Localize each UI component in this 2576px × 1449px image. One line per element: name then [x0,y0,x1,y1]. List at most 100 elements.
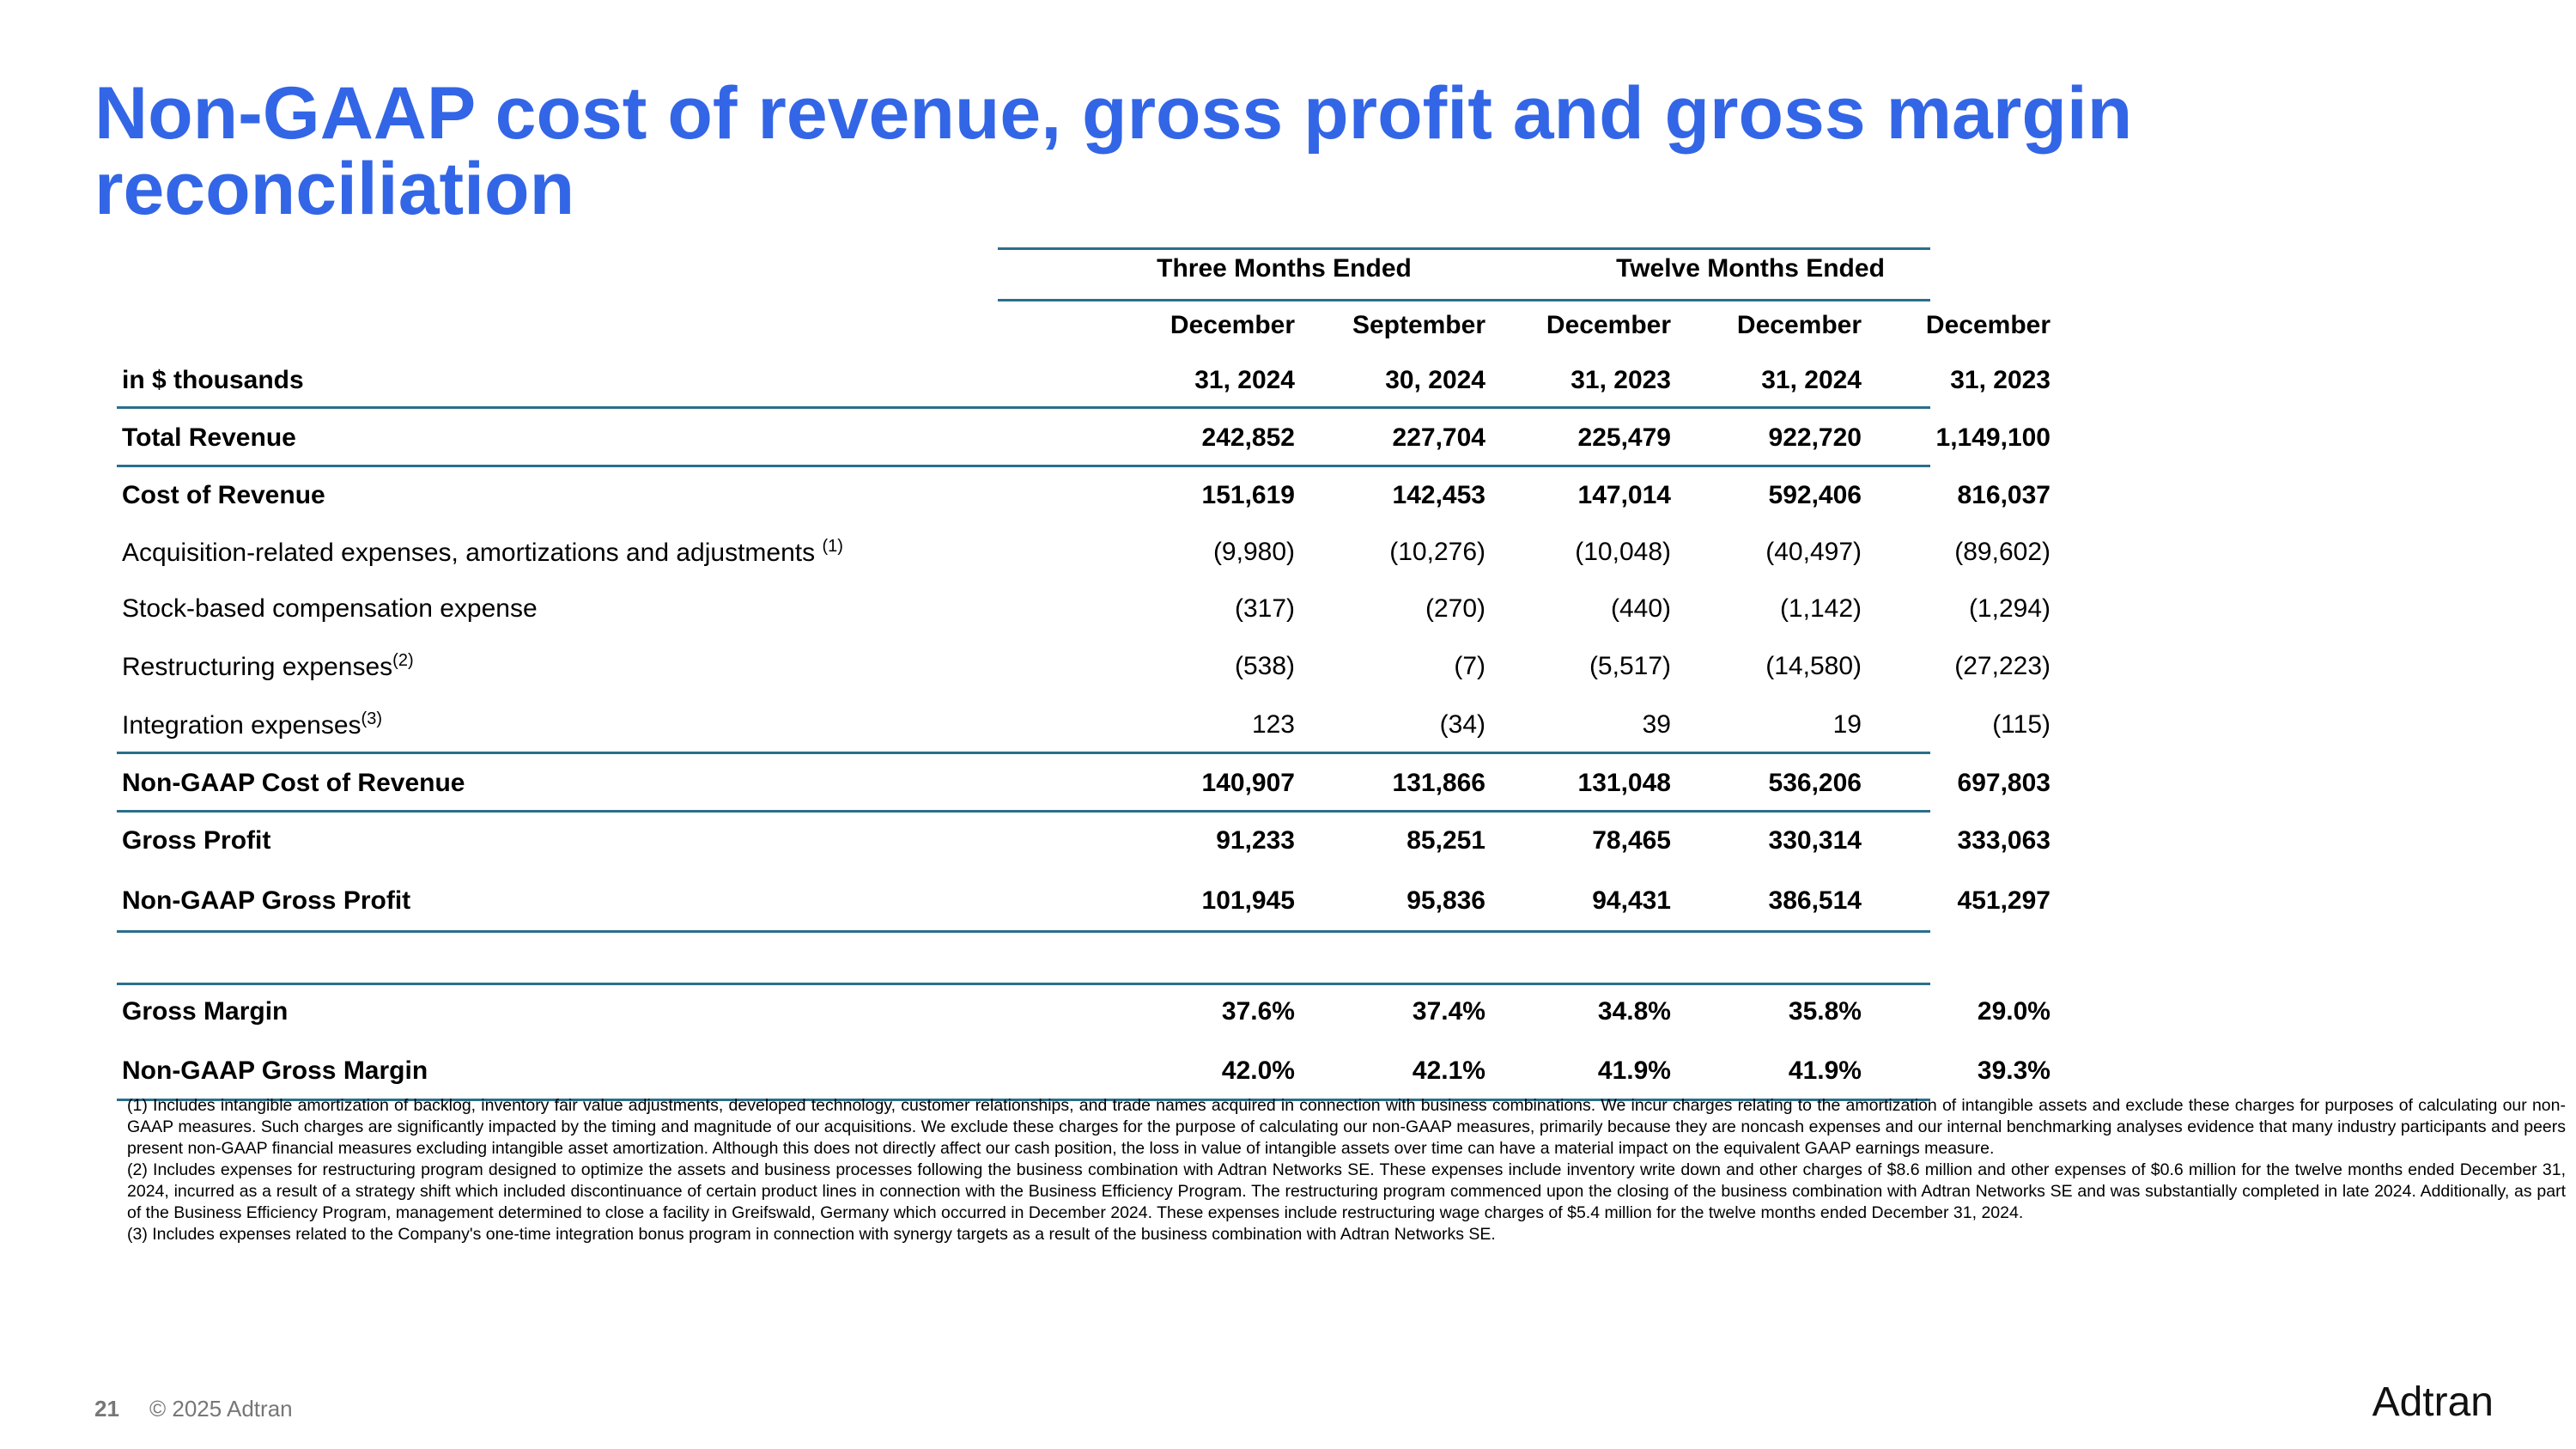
cell: 95,836 [1406,886,1485,915]
cell: 151,619 [1201,481,1295,509]
cell: 142,453 [1392,481,1485,509]
group-header-three-months: Three Months Ended [998,247,1571,300]
column-header-row-2: in $ thousands 31, 2024 30, 2024 31, 202… [117,352,2050,409]
footnote-ref: (2) [392,651,414,670]
cell: 147,014 [1577,481,1671,509]
cell: 592,406 [1768,481,1862,509]
page-number: 21 [94,1396,119,1422]
cell: (89,602) [1954,538,2050,566]
cell: 94,431 [1592,886,1671,915]
col-header-month: December [1546,311,1671,339]
row-label: Stock-based compensation expense [122,594,538,623]
row-label: Non-GAAP Gross Margin [122,1056,428,1085]
cell: (9,980) [1212,538,1295,566]
group-header-row: Three Months Ended Twelve Months Ended [117,247,1930,301]
col-header-month: September [1352,311,1485,339]
cell: 29.0% [1977,997,2050,1026]
table-row-non-gaap-gross-margin: Non-GAAP Gross Margin 42.0% 42.1% 41.9% … [117,1041,2050,1101]
row-label: Non-GAAP Gross Profit [122,886,411,915]
column-header-row-1: December September December December Dec… [117,299,2050,352]
table-row-restructuring: Restructuring expenses(2) (538) (7) (5,5… [117,637,2050,696]
footnote-2: (2) Includes expenses for restructuring … [127,1160,2566,1222]
col-header-month: December [1736,311,1862,339]
cell: (538) [1234,652,1295,680]
cell: 34.8% [1597,997,1671,1026]
row-label: Restructuring expenses(2) [122,651,414,682]
table-row-non-gaap-gross-profit: Non-GAAP Gross Profit 101,945 95,836 94,… [117,869,2050,933]
reconciliation-table: Three Months Ended Twelve Months Ended D… [117,247,2050,1101]
cell: 227,704 [1392,423,1485,452]
row-label: Gross Margin [122,997,289,1026]
footnote-1: (1) Includes intangible amortization of … [127,1096,2566,1158]
footnote-ref: (3) [361,709,382,728]
table-row-integration: Integration expenses(3) 123 (34) 39 19 (… [117,696,2050,754]
cell: 101,945 [1201,886,1295,915]
cell: 536,206 [1768,769,1862,797]
row-label-text: Restructuring expenses [122,653,393,681]
cell: (40,497) [1765,538,1862,566]
cell: (317) [1234,594,1295,623]
table-row-stock-compensation: Stock-based compensation expense (317) (… [117,581,2050,637]
table-row-gross-profit: Gross Profit 91,233 85,251 78,465 330,31… [117,813,2050,869]
table-row-non-gaap-cost: Non-GAAP Cost of Revenue 140,907 131,866… [117,754,2050,813]
col-header-date: 31, 2023 [1950,366,2050,394]
table-row-cost-of-revenue: Cost of Revenue 151,619 142,453 147,014 … [117,467,2050,524]
row-label-text: Integration expenses [122,711,361,740]
cell: 225,479 [1577,423,1671,452]
table-row-total-revenue: Total Revenue 242,852 227,704 225,479 92… [117,409,2050,467]
footnotes: (1) Includes intangible amortization of … [127,1095,2566,1245]
col-header-date: 31, 2024 [1761,366,1862,394]
adtran-logo: Adtran [2372,1379,2494,1425]
cell: (115) [1992,710,2050,739]
col-header-month: December [1170,311,1295,339]
cell: (34) [1439,710,1485,739]
cell: 35.8% [1788,997,1862,1026]
footnote-ref: (1) [822,537,843,556]
cell: 37.4% [1412,997,1485,1026]
cell: 242,852 [1201,423,1295,452]
cell: (27,223) [1954,652,2050,680]
cell: 42.1% [1412,1056,1485,1085]
row-label: Acquisition-related expenses, amortizati… [122,537,843,568]
cell: 140,907 [1201,769,1295,797]
footnote-3: (3) Includes expenses related to the Com… [127,1225,1496,1244]
copyright: © 2025 Adtran [149,1396,293,1422]
table-row-acquisition-expenses: Acquisition-related expenses, amortizati… [117,524,2050,581]
row-label: Gross Profit [122,826,271,855]
row-label: Non-GAAP Cost of Revenue [122,769,465,797]
group-header-twelve-months: Twelve Months Ended [1571,247,1930,300]
cell: 330,314 [1768,826,1862,855]
col-header-date: 30, 2024 [1385,366,1485,394]
cell: 41.9% [1788,1056,1862,1085]
cell: (1,142) [1779,594,1862,623]
cell: 41.9% [1597,1056,1671,1085]
cell: 816,037 [1957,481,2050,509]
cell: 91,233 [1216,826,1295,855]
cell: 333,063 [1957,826,2050,855]
cell: (1,294) [1968,594,2050,623]
table-spacer [117,933,1930,983]
cell: (440) [1610,594,1671,623]
row-label: Cost of Revenue [122,481,325,509]
cell: (14,580) [1765,652,1862,680]
col-header-month: December [1925,311,2050,339]
cell: 123 [1251,710,1295,739]
page-title: Non-GAAP cost of revenue, gross profit a… [94,72,2133,230]
cell: (10,048) [1575,538,1671,566]
header-divider [998,299,1930,301]
cell: (5,517) [1589,652,1671,680]
row-label-text: Acquisition-related expenses, amortizati… [122,539,816,567]
cell: 19 [1832,710,1862,739]
row-label: Total Revenue [122,423,296,452]
units-label: in $ thousands [122,366,304,394]
cell: (7) [1454,652,1485,680]
cell: 78,465 [1592,826,1671,855]
cell: 39 [1642,710,1671,739]
col-header-date: 31, 2024 [1194,366,1295,394]
cell: 386,514 [1768,886,1862,915]
cell: 131,866 [1392,769,1485,797]
cell: 131,048 [1577,769,1671,797]
cell: 37.6% [1221,997,1295,1026]
cell: (10,276) [1389,538,1485,566]
cell: (270) [1425,594,1485,623]
